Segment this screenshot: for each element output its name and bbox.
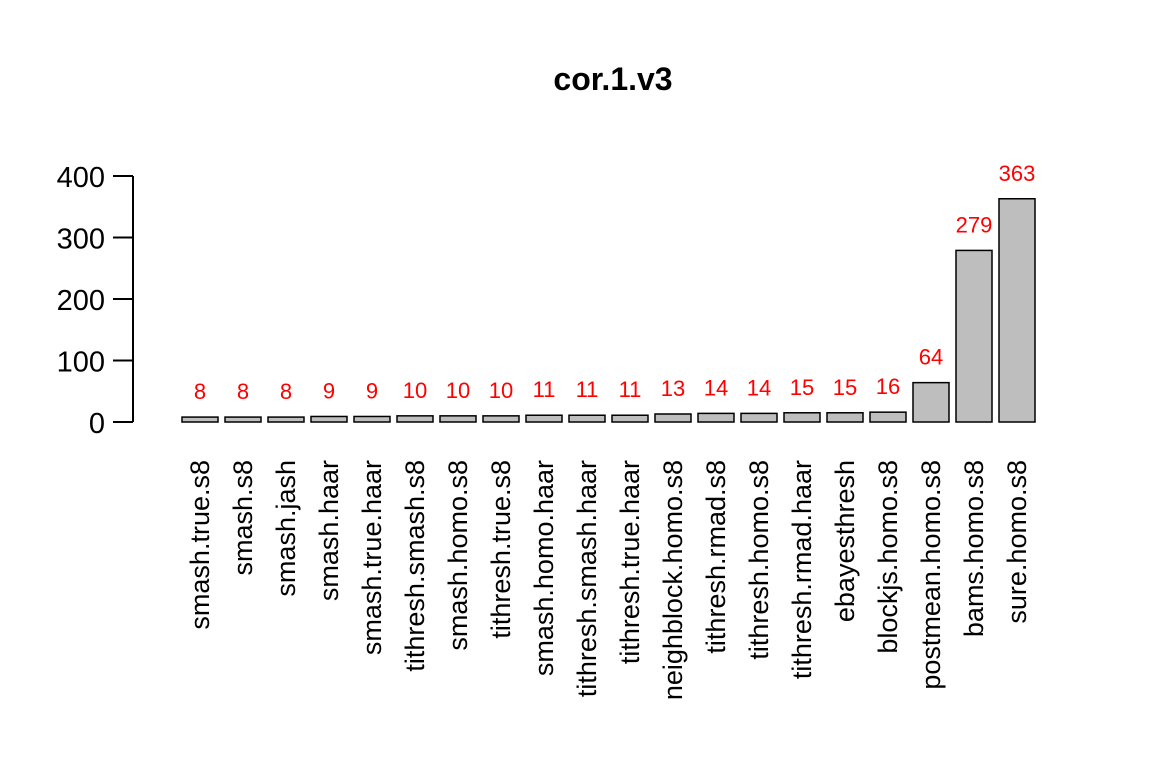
y-axis: 0 100 200 300 400 — [57, 162, 134, 440]
bar — [740, 412, 778, 423]
data-label: 10 — [446, 378, 470, 403]
data-label: 15 — [833, 375, 857, 400]
x-tick-label: tithresh.rmad.s8 — [701, 460, 731, 654]
x-tick-label: tithresh.smash.s8 — [400, 460, 430, 672]
data-label: 15 — [790, 375, 814, 400]
bar — [697, 412, 735, 423]
data-label: 64 — [919, 345, 943, 370]
x-tick-label: postmean.homo.s8 — [916, 460, 946, 690]
x-tick-label: blockjs.homo.s8 — [873, 460, 903, 654]
data-label: 8 — [194, 379, 206, 404]
data-label: 10 — [489, 378, 513, 403]
x-tick-label: tithresh.smash.haar — [572, 460, 602, 697]
bar — [869, 411, 907, 423]
bar — [568, 414, 606, 423]
y-tick-label: 0 — [89, 408, 105, 440]
y-tick-label: 200 — [57, 285, 105, 317]
bar — [224, 416, 262, 423]
data-label: 9 — [366, 378, 378, 403]
data-label: 8 — [280, 379, 292, 404]
bar — [654, 413, 692, 423]
data-label: 10 — [403, 378, 427, 403]
bars — [181, 198, 1036, 423]
bar — [826, 412, 864, 423]
bar — [525, 414, 563, 423]
data-label: 363 — [999, 161, 1036, 186]
chart-title: cor.1.v3 — [553, 61, 672, 97]
bar — [955, 249, 993, 423]
x-tick-label: sure.homo.s8 — [1002, 460, 1032, 624]
y-tick-label: 100 — [57, 347, 105, 379]
x-tick-label: ebayesthresh — [830, 460, 860, 622]
data-label: 14 — [747, 375, 771, 400]
bar — [353, 415, 391, 423]
x-tick-label: smash.s8 — [228, 460, 258, 576]
data-label: 11 — [619, 377, 642, 402]
x-tick-label: smash.homo.s8 — [443, 460, 473, 651]
x-tick-label: smash.homo.haar — [529, 460, 559, 676]
data-label: 8 — [237, 379, 249, 404]
bar — [267, 416, 305, 423]
x-tick-label: tithresh.true.haar — [615, 460, 645, 664]
y-tick-label: 400 — [57, 162, 105, 194]
x-tick-label: smash.true.haar — [357, 460, 387, 655]
data-label: 13 — [661, 376, 685, 401]
bar — [912, 381, 950, 423]
x-tick-label: smash.jash — [271, 460, 301, 597]
x-tick-label: tithresh.homo.s8 — [744, 460, 774, 660]
bar — [439, 415, 477, 423]
bar — [482, 415, 520, 423]
x-tick-label: bams.homo.s8 — [959, 460, 989, 637]
x-tick-label: tithresh.true.s8 — [486, 460, 516, 639]
data-labels: 8 8 8 9 9 10 10 10 11 11 11 13 14 14 15 15 16 64 279 363 — [194, 161, 1035, 404]
bar — [783, 412, 821, 423]
data-label: 16 — [876, 374, 900, 399]
data-label: 11 — [533, 377, 556, 402]
data-label: 14 — [704, 375, 728, 400]
bar — [181, 416, 219, 423]
bar — [611, 414, 649, 423]
bar — [998, 198, 1036, 423]
bar — [310, 415, 348, 423]
x-tick-labels: smash.true.s8 smash.s8 smash.jash smash.haa… — [185, 460, 1032, 700]
data-label: 279 — [956, 212, 993, 237]
x-tick-label: tithresh.rmad.haar — [787, 460, 817, 679]
x-tick-label: smash.true.s8 — [185, 460, 215, 630]
x-tick-label: smash.haar — [314, 460, 344, 601]
data-label: 11 — [576, 377, 599, 402]
x-tick-label: neighblock.homo.s8 — [658, 460, 688, 700]
data-label: 9 — [323, 378, 335, 403]
y-tick-label: 300 — [57, 224, 105, 256]
bar — [396, 415, 434, 423]
